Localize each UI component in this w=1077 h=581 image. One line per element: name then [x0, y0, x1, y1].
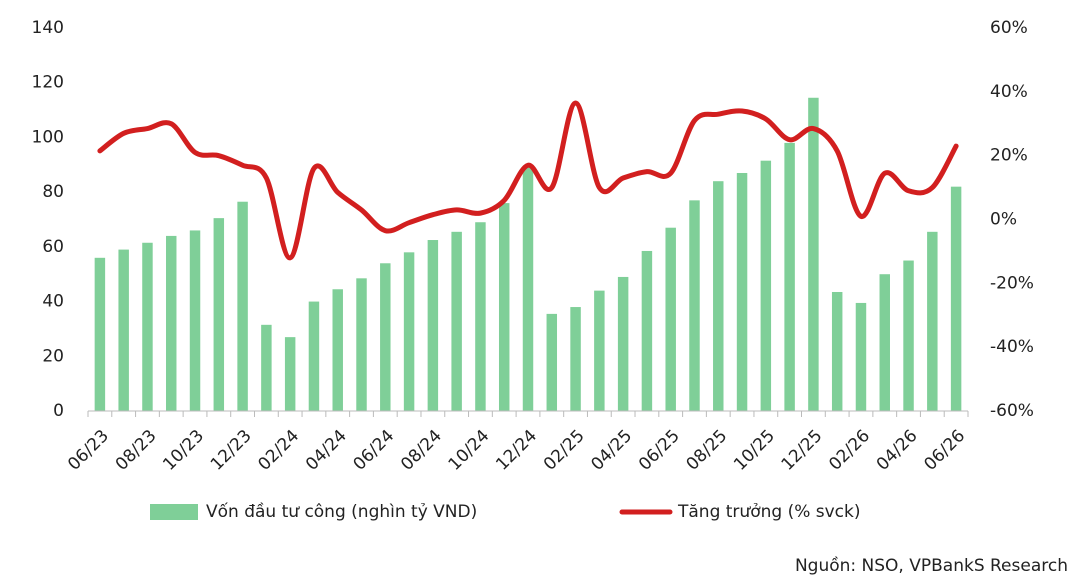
x-tick-label: 10/24 — [445, 426, 494, 475]
x-tick-label: 06/24 — [350, 426, 399, 475]
bar — [617, 276, 629, 411]
bar — [284, 337, 296, 411]
x-tick-label: 08/23 — [112, 426, 161, 475]
y-tick-label: 40 — [42, 292, 64, 312]
x-tick-label: 12/24 — [492, 426, 541, 475]
bar — [641, 250, 653, 411]
y2-tick-label: 60% — [990, 18, 1028, 38]
bar — [689, 200, 700, 411]
x-tick-label: 12/25 — [778, 426, 827, 475]
x-tick-label: 06/23 — [64, 426, 113, 475]
bar — [356, 278, 367, 411]
bar — [403, 252, 415, 411]
x-tick-label: 04/26 — [873, 426, 922, 475]
y-tick-label: 80 — [42, 182, 64, 202]
x-tick-label: 04/25 — [587, 426, 636, 475]
line — [97, 100, 959, 261]
y-tick-label: 60 — [42, 237, 64, 257]
bar — [332, 289, 343, 411]
bar — [380, 263, 391, 411]
bar — [927, 231, 938, 411]
y-tick-label: 100 — [32, 127, 64, 147]
y2-tick-label: 40% — [990, 82, 1028, 102]
bar — [166, 235, 177, 411]
y-tick-label: 20 — [42, 346, 64, 366]
bar — [594, 290, 605, 411]
bar — [237, 201, 248, 411]
bar — [261, 324, 272, 411]
y2-tick-label: -40% — [990, 337, 1034, 357]
x-tick-label: 08/24 — [397, 426, 446, 475]
y2-tick-label: 20% — [990, 146, 1028, 166]
bar — [475, 222, 486, 411]
y2-tick-label: 0% — [990, 210, 1017, 230]
x-tick-label: 02/26 — [825, 426, 874, 475]
y2-tick-label: -20% — [990, 273, 1034, 293]
x-tick-label: 10/25 — [730, 426, 779, 475]
source: Nguồn: NSO, VPBankS Research — [795, 555, 1068, 576]
bar — [950, 186, 962, 411]
x-tick-label: 06/26 — [920, 426, 969, 475]
legend-label: Tăng trưởng (% svck) — [677, 502, 861, 522]
bar — [213, 218, 225, 411]
bar — [713, 181, 724, 411]
bar — [855, 302, 867, 411]
x-tick-label: 02/24 — [254, 426, 303, 475]
bar — [546, 313, 558, 411]
x-tick-label: 10/23 — [159, 426, 208, 475]
bar — [118, 249, 129, 411]
bar — [308, 301, 320, 411]
x-tick-label: 06/25 — [635, 426, 684, 475]
bar — [189, 230, 201, 411]
bar — [522, 167, 534, 411]
bar — [142, 242, 153, 411]
bar — [736, 172, 748, 411]
y2-tick-label: -60% — [990, 401, 1034, 421]
bar — [570, 307, 581, 411]
bar — [903, 260, 914, 411]
bar — [784, 142, 795, 411]
bar — [879, 274, 890, 411]
legend-label: Vốn đầu tư công (nghìn tỷ VND) — [206, 501, 477, 522]
x-tick-label: 04/24 — [302, 426, 351, 475]
bar — [451, 231, 462, 411]
y-tick-label: 140 — [32, 18, 64, 38]
bar — [94, 257, 106, 411]
bar — [760, 160, 772, 411]
y-tick-label: 0 — [53, 401, 64, 421]
x-tick-label: 02/25 — [540, 426, 589, 475]
y-tick-label: 120 — [32, 73, 64, 93]
x-tick-label: 08/25 — [683, 426, 732, 475]
bar — [831, 291, 843, 411]
bar — [808, 97, 819, 411]
bar — [498, 203, 510, 411]
x-tick-label: 12/23 — [207, 426, 256, 475]
bar — [665, 227, 676, 411]
legend-swatch — [150, 504, 198, 520]
bar — [427, 240, 439, 411]
